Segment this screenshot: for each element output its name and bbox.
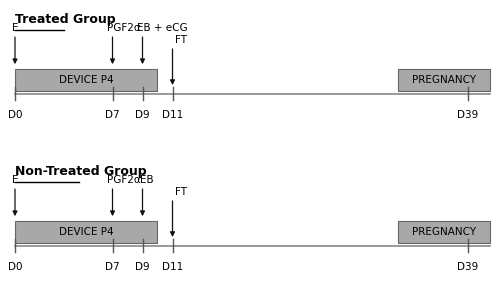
Text: D9: D9 [135,110,150,120]
Text: E: E [12,175,19,185]
Text: D11: D11 [162,262,183,272]
Text: E: E [12,23,19,33]
Text: Non-Treated Group: Non-Treated Group [15,165,146,179]
Text: PREGNANCY: PREGNANCY [412,75,476,85]
Text: D39: D39 [457,262,478,272]
Text: FT: FT [175,187,187,197]
Text: D11: D11 [162,110,183,120]
Text: D7: D7 [105,262,120,272]
Text: PGF2α: PGF2α [108,175,142,185]
Text: PREGNANCY: PREGNANCY [412,227,476,237]
Text: Treated Group: Treated Group [15,13,116,27]
Text: DEVICE P4: DEVICE P4 [59,75,114,85]
Text: D0: D0 [8,262,22,272]
Text: FT: FT [175,35,187,45]
Text: PGF2α: PGF2α [108,23,142,33]
Text: D7: D7 [105,110,120,120]
Text: EB: EB [140,175,153,185]
Text: DEVICE P4: DEVICE P4 [59,227,114,237]
Bar [398,221,490,243]
Bar [15,221,158,243]
Text: D0: D0 [8,110,22,120]
Text: D9: D9 [135,262,150,272]
Text: D39: D39 [457,110,478,120]
Bar [398,69,490,91]
Text: EB + eCG: EB + eCG [138,23,188,33]
Bar [15,69,158,91]
